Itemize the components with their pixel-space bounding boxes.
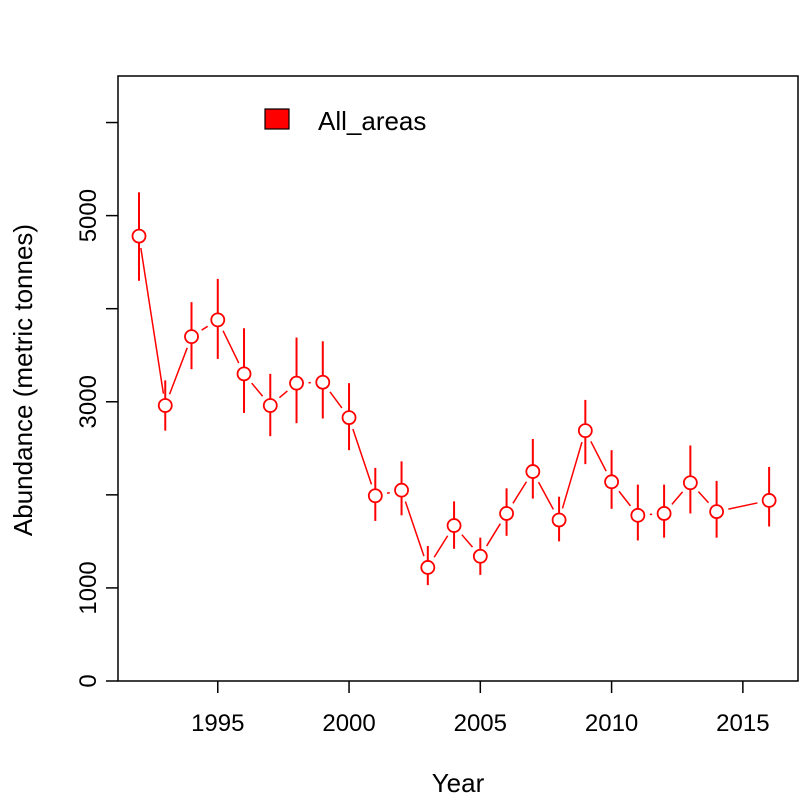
data-point bbox=[577, 423, 593, 439]
data-point bbox=[682, 475, 698, 491]
x-tick-label: 2010 bbox=[585, 710, 638, 737]
data-point bbox=[341, 410, 357, 425]
data-point bbox=[709, 504, 725, 520]
x-tick-label: 1995 bbox=[191, 710, 244, 737]
line-segment bbox=[329, 391, 343, 409]
data-point bbox=[551, 512, 567, 528]
line-segment bbox=[537, 481, 555, 510]
legend: All_areas bbox=[264, 106, 426, 136]
data-point bbox=[761, 493, 777, 508]
data-point bbox=[131, 228, 147, 244]
x-axis: 1995 2000 2005 2010 2015 bbox=[191, 681, 770, 737]
line-segment bbox=[485, 523, 501, 547]
data-point bbox=[630, 507, 646, 523]
data-point bbox=[236, 366, 252, 382]
line-segment bbox=[433, 535, 449, 558]
y-axis: 0 1000 3000 5000 bbox=[75, 121, 118, 688]
line-segment bbox=[201, 325, 209, 331]
line-segment bbox=[168, 347, 188, 395]
data-point bbox=[262, 398, 278, 413]
x-tick-label: 2000 bbox=[322, 710, 375, 737]
data-point bbox=[367, 488, 383, 504]
data-point bbox=[656, 506, 672, 521]
data-point bbox=[525, 464, 541, 479]
x-tick-label: 2015 bbox=[716, 710, 769, 737]
data-point bbox=[315, 374, 331, 390]
data-point bbox=[472, 548, 488, 564]
y-tick-label: 0 bbox=[75, 674, 102, 687]
plot-frame bbox=[117, 75, 799, 682]
x-tick-label: 2005 bbox=[454, 710, 507, 737]
legend-label: All_areas bbox=[318, 106, 426, 136]
error-bars bbox=[138, 192, 771, 586]
line-segment bbox=[697, 491, 710, 504]
y-tick-label: 1000 bbox=[75, 561, 102, 614]
data-point bbox=[499, 506, 514, 521]
line-segment bbox=[352, 428, 373, 485]
data-point bbox=[289, 375, 304, 391]
data-point bbox=[157, 398, 173, 413]
y-tick-label: 5000 bbox=[75, 189, 102, 242]
line-segment bbox=[728, 502, 758, 510]
data-point bbox=[210, 312, 226, 328]
data-points bbox=[131, 228, 777, 575]
line-segment bbox=[404, 501, 425, 557]
data-point bbox=[394, 482, 409, 498]
legend-swatch bbox=[264, 108, 290, 130]
data-point bbox=[420, 560, 436, 575]
line-segment bbox=[386, 491, 390, 495]
line-segment bbox=[461, 534, 474, 548]
line-segment bbox=[140, 247, 165, 394]
data-point bbox=[604, 474, 619, 490]
x-axis-title: Year bbox=[432, 768, 485, 798]
y-tick-label: 3000 bbox=[75, 375, 102, 428]
line-segment bbox=[512, 481, 528, 504]
data-point bbox=[184, 329, 199, 345]
line-segment bbox=[561, 441, 583, 509]
series-line bbox=[140, 247, 758, 558]
line-segment bbox=[590, 440, 607, 472]
line-segment bbox=[222, 330, 240, 364]
line-segment bbox=[618, 490, 632, 507]
data-point bbox=[446, 518, 462, 533]
line-segment bbox=[251, 382, 264, 397]
line-segment bbox=[671, 491, 684, 505]
line-segment bbox=[278, 390, 288, 399]
y-axis-title: Abundance (metric tonnes) bbox=[8, 224, 38, 536]
